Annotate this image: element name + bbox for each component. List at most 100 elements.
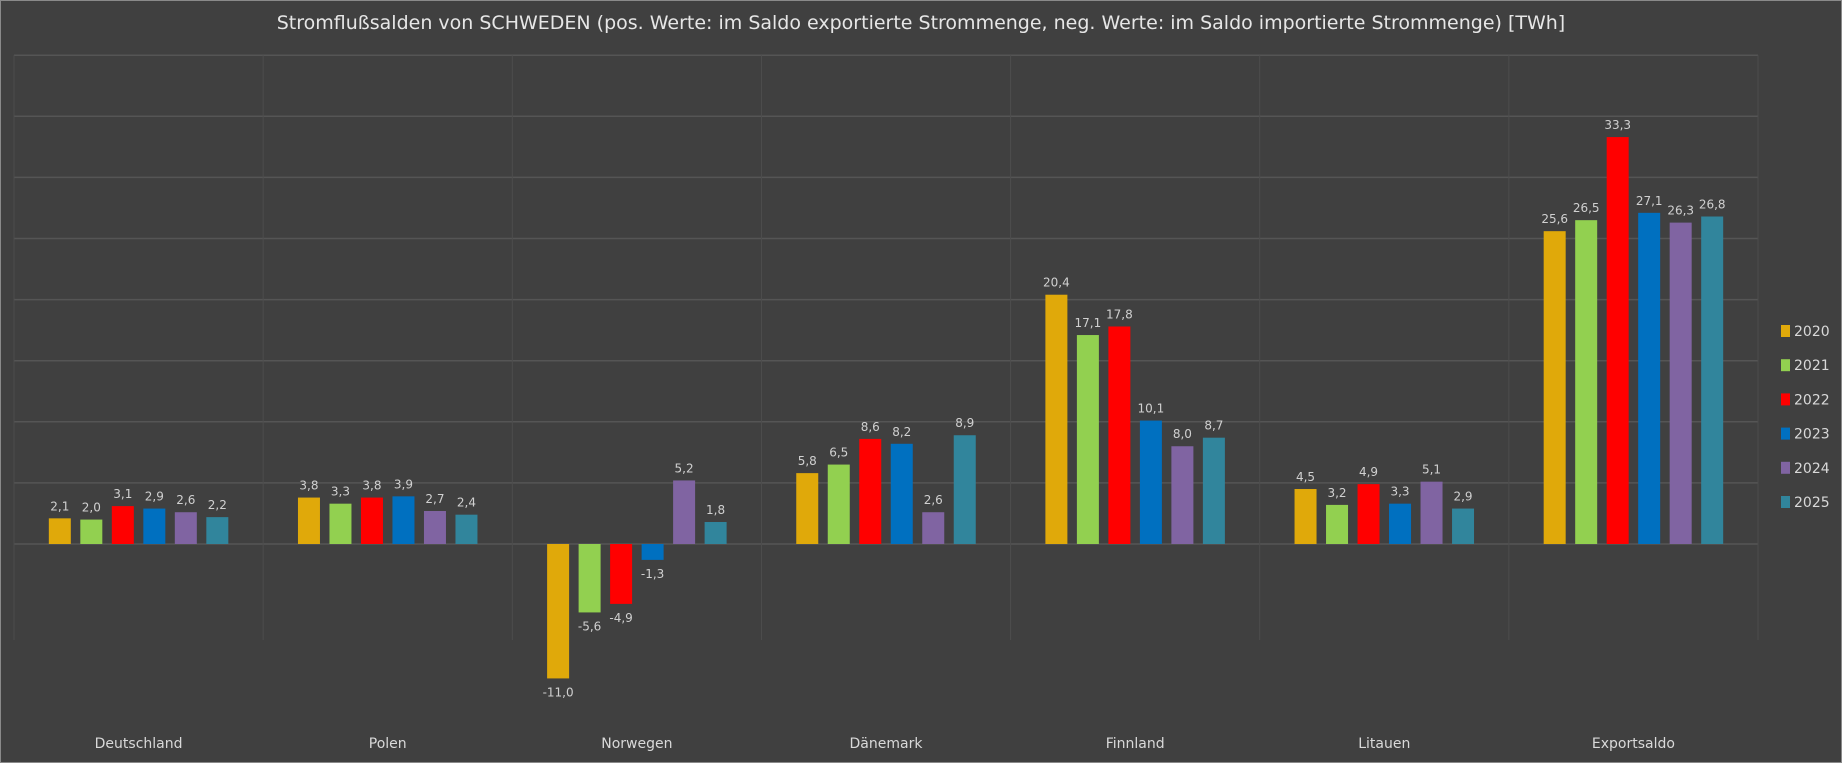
legend-label: 2025 [1794,495,1830,511]
data-label: 2,1 [50,499,69,513]
category-label: Litauen [1358,736,1410,752]
bar-2022-finnland [1108,326,1131,544]
bar-2024-polen [423,511,446,544]
legend-label: 2024 [1794,461,1830,477]
bar-2025-finnland [1202,437,1225,544]
data-label: 3,1 [113,487,132,501]
bar-2021-polen [329,503,352,544]
data-label: 8,6 [861,420,880,434]
bar-2025-dänemark [953,435,976,544]
data-label: 2,6 [924,493,943,507]
bar-2020-litauen [1294,489,1317,544]
data-label: 17,8 [1106,307,1133,321]
data-label: 3,3 [331,485,350,499]
data-label: 3,8 [299,479,318,493]
bar-2020-exportsaldo [1543,231,1566,544]
legend-label: 2020 [1794,324,1830,340]
bar-2023-exportsaldo [1638,212,1661,544]
bar-2021-exportsaldo [1575,220,1598,545]
bar-2025-deutschland [206,517,229,544]
bar-2021-dänemark [827,464,850,544]
data-label: 3,8 [362,479,381,493]
bar-2023-finnland [1139,420,1162,544]
data-label: 2,2 [208,498,227,512]
legend-label: 2023 [1794,427,1830,443]
data-label: 2,4 [457,496,476,510]
category-label: Deutschland [95,736,183,752]
bar-2024-litauen [1420,481,1443,544]
data-label: 2,7 [425,492,444,506]
data-label: 2,6 [176,493,195,507]
data-label: 20,4 [1043,276,1070,290]
bar-2024-dänemark [922,512,945,544]
chart-title: Stromflußsalden von SCHWEDEN (pos. Werte… [276,12,1566,34]
data-label: 10,1 [1138,402,1165,416]
legend-swatch-2025 [1781,496,1790,508]
bar-2025-polen [455,514,478,544]
bar-2023-litauen [1389,503,1412,544]
data-label: -4,9 [609,611,632,625]
bar-2024-norwegen [673,480,696,544]
bar-2025-litauen [1452,508,1475,544]
data-label: -1,3 [641,567,664,581]
category-label: Dänemark [850,736,924,752]
data-label: 8,0 [1173,427,1192,441]
bar-2020-dänemark [796,473,819,544]
data-label: 33,3 [1604,118,1631,132]
data-label: -11,0 [543,685,574,699]
category-label: Norwegen [601,736,672,752]
bar-2021-deutschland [80,519,103,544]
data-label: 5,1 [1422,463,1441,477]
bar-2020-polen [297,497,320,544]
data-label: 4,9 [1359,465,1378,479]
category-label: Polen [369,736,407,752]
data-label: 3,2 [1327,486,1346,500]
bar-2025-exportsaldo [1701,216,1724,544]
data-label: 26,5 [1573,201,1600,215]
bar-2020-norwegen [547,544,570,679]
bar-2024-finnland [1171,446,1194,544]
bar-2021-norwegen [578,544,601,613]
bar-2021-finnland [1076,335,1099,544]
legend-swatch-2021 [1781,359,1790,372]
bar-2024-deutschland [174,512,197,544]
bar-2022-deutschland [111,506,134,544]
data-label: 2,9 [145,490,164,504]
data-label: 2,9 [1453,490,1472,504]
bar-2022-norwegen [610,544,633,604]
bar-2022-polen [360,497,383,544]
bar-2022-exportsaldo [1606,137,1629,544]
data-label: 8,2 [892,425,911,439]
category-label: Exportsaldo [1592,736,1675,752]
data-label: 5,2 [675,461,694,475]
data-label: 3,3 [1390,485,1409,499]
legend-label: 2022 [1794,392,1830,408]
category-label: Finnland [1106,736,1165,752]
bar-2022-dänemark [859,438,882,544]
data-label: 17,1 [1075,316,1102,330]
data-label: 2,0 [82,501,101,515]
data-label: 27,1 [1636,194,1663,208]
data-label: 4,5 [1296,470,1315,484]
bar-2023-deutschland [143,508,166,544]
bar-2024-exportsaldo [1669,222,1692,544]
data-label: 1,8 [706,503,725,517]
data-label: 26,3 [1667,204,1694,218]
data-label: -5,6 [578,619,601,633]
data-label: 8,9 [955,416,974,430]
bar-2020-finnland [1045,294,1068,544]
data-label: 3,9 [394,477,413,491]
bar-2022-litauen [1357,484,1380,544]
data-label: 8,7 [1204,419,1223,433]
data-label: 6,5 [829,446,848,460]
bar-2021-litauen [1326,504,1349,544]
bar-2023-norwegen [641,544,664,560]
bar-2020-deutschland [48,518,71,544]
legend-label: 2021 [1794,358,1830,374]
legend-swatch-2024 [1781,461,1790,474]
data-label: 25,6 [1541,212,1568,226]
bar-2025-norwegen [704,522,727,544]
data-label: 26,8 [1699,198,1726,212]
